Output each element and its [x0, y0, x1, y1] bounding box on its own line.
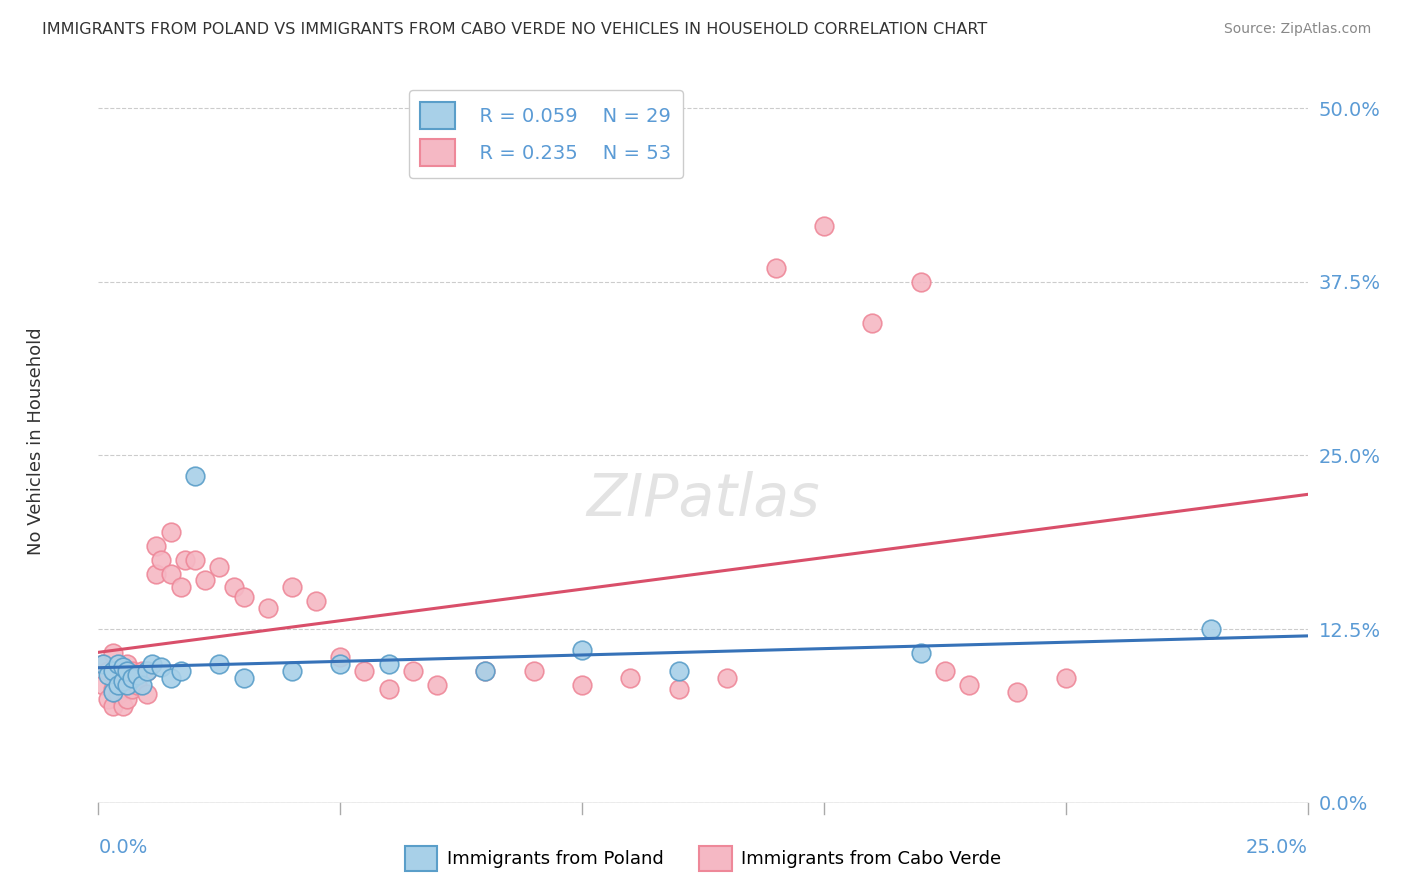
Text: 0.0%: 0.0% [98, 838, 148, 856]
Point [169, 581, 191, 595]
Point [910, 275, 932, 289]
Text: 25.0%: 25.0% [1246, 838, 1308, 856]
Point [957, 678, 980, 692]
Point [141, 657, 163, 671]
Point [1054, 671, 1077, 685]
Point [619, 671, 641, 685]
Point [910, 646, 932, 660]
Point [668, 681, 690, 696]
Point [256, 601, 278, 615]
Point [160, 566, 183, 581]
Point [117, 691, 139, 706]
Point [97, 668, 120, 682]
Point [135, 687, 157, 701]
Point [281, 664, 304, 678]
Point [117, 678, 139, 692]
Point [222, 581, 245, 595]
Point [145, 566, 167, 581]
Text: IMMIGRANTS FROM POLAND VS IMMIGRANTS FROM CABO VERDE NO VEHICLES IN HOUSEHOLD CO: IMMIGRANTS FROM POLAND VS IMMIGRANTS FRO… [42, 22, 987, 37]
Point [107, 664, 129, 678]
Point [232, 590, 254, 604]
Point [377, 657, 399, 671]
Point [329, 649, 352, 664]
Point [121, 681, 143, 696]
Point [101, 698, 124, 713]
Text: No Vehicles in Household: No Vehicles in Household [27, 327, 45, 556]
Point [208, 657, 231, 671]
Point [101, 664, 124, 678]
Point [131, 678, 153, 692]
Point [184, 552, 207, 566]
Point [150, 552, 173, 566]
Point [127, 668, 149, 682]
Point [353, 664, 375, 678]
Point [194, 574, 217, 588]
Point [813, 219, 835, 234]
Point [135, 664, 157, 678]
Text: Source: ZipAtlas.com: Source: ZipAtlas.com [1223, 22, 1371, 37]
Point [91, 657, 114, 671]
Point [127, 678, 149, 692]
Point [765, 260, 787, 275]
Point [208, 559, 231, 574]
Point [111, 659, 134, 673]
Point [131, 664, 153, 678]
Point [174, 552, 197, 566]
Point [121, 671, 143, 685]
Point [107, 678, 129, 692]
Point [523, 664, 546, 678]
Text: ZIPatlas: ZIPatlas [586, 471, 820, 528]
Point [160, 671, 183, 685]
Legend:   R = 0.059    N = 29,   R = 0.235    N = 53: R = 0.059 N = 29, R = 0.235 N = 53 [409, 90, 683, 178]
Point [474, 664, 496, 678]
Point [107, 687, 129, 701]
Point [377, 681, 399, 696]
Point [281, 581, 304, 595]
Point [111, 698, 134, 713]
Point [101, 684, 124, 698]
Point [135, 664, 157, 678]
Point [934, 664, 956, 678]
Point [101, 681, 124, 696]
Point [1007, 684, 1029, 698]
Point [160, 524, 183, 539]
Point [111, 673, 134, 688]
Point [117, 664, 139, 678]
Point [474, 664, 496, 678]
Point [107, 657, 129, 671]
Point [232, 671, 254, 685]
Point [91, 657, 114, 671]
Point [668, 664, 690, 678]
Point [97, 691, 120, 706]
Point [426, 678, 449, 692]
Point [329, 657, 352, 671]
Point [169, 664, 191, 678]
Point [97, 664, 120, 678]
Point [716, 671, 738, 685]
Point [860, 317, 883, 331]
Point [571, 643, 593, 657]
Point [1199, 622, 1222, 636]
Point [121, 664, 143, 678]
Point [402, 664, 425, 678]
Point [184, 469, 207, 483]
Point [117, 657, 139, 671]
Point [91, 678, 114, 692]
Point [111, 671, 134, 685]
Point [150, 659, 173, 673]
Point [145, 539, 167, 553]
Point [305, 594, 328, 608]
Legend: Immigrants from Poland, Immigrants from Cabo Verde: Immigrants from Poland, Immigrants from … [398, 838, 1008, 879]
Point [571, 678, 593, 692]
Point [101, 646, 124, 660]
